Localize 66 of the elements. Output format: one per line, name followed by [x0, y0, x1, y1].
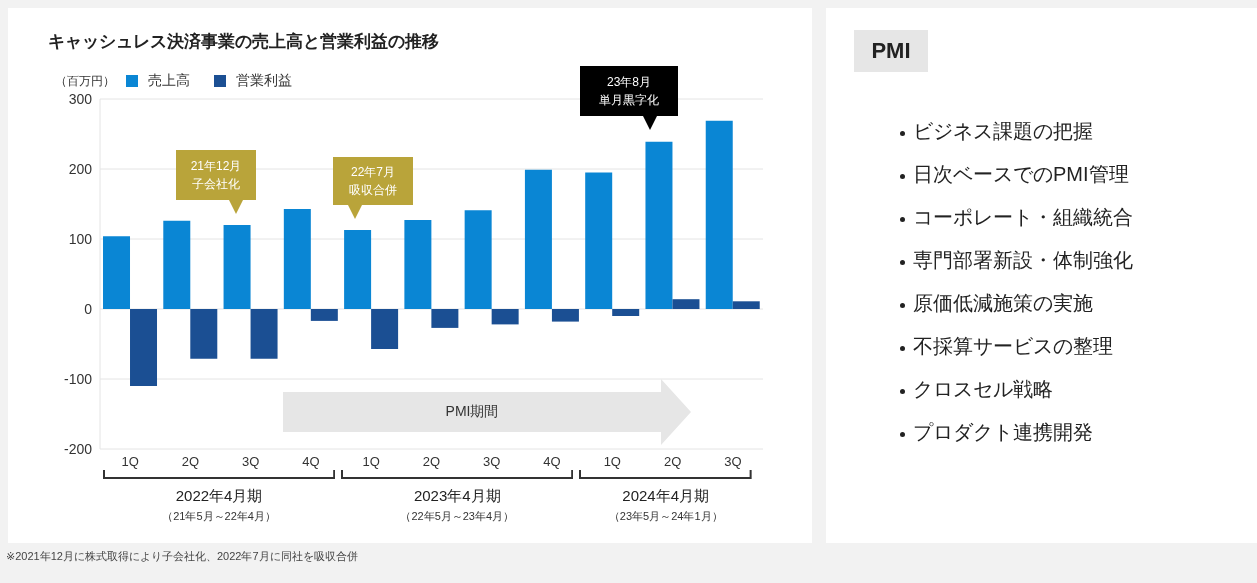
x-tick-label: 2Q	[181, 454, 200, 470]
text: （23年5月～24年1月）	[607, 509, 724, 524]
y-axis-title: （百万円）	[55, 73, 115, 90]
x-tick-label: 3Q	[242, 454, 260, 470]
bar	[371, 309, 399, 349]
text: コーポレート・組織統合	[913, 205, 1133, 230]
bar	[705, 120, 733, 309]
x-tick-label: 2Q	[663, 454, 682, 470]
legend-label: 売上高	[148, 72, 190, 90]
y-tick-label: -100	[63, 370, 93, 387]
bar	[431, 309, 459, 328]
bar	[130, 309, 158, 386]
bar	[250, 309, 278, 359]
y-tick-label: -200	[63, 440, 93, 457]
bar	[645, 141, 673, 309]
bar	[344, 229, 372, 309]
annotation: 22年7月	[350, 164, 396, 181]
y-tick-label: 200	[68, 160, 93, 177]
text: PMI	[854, 30, 928, 72]
bar	[732, 301, 760, 309]
annotation: 吸収合併	[349, 182, 397, 199]
text: プロダクト連携開発	[913, 420, 1093, 445]
text: 専門部署新設・体制強化	[913, 248, 1133, 273]
chart-title: キャッシュレス決済事業の売上高と営業利益の推移	[48, 31, 439, 53]
bar	[464, 210, 492, 309]
x-tick-label: 1Q	[362, 454, 380, 470]
legend-label: 営業利益	[236, 72, 292, 90]
text: 原価低減施策の実施	[913, 291, 1093, 316]
text: ※2021年12月に株式取得により子会社化、2022年7月に同社を吸収合併	[6, 549, 358, 564]
annotation: 単月黒字化	[599, 92, 659, 109]
bar	[283, 208, 311, 309]
text: 2024年4月期	[621, 487, 711, 506]
text: クロスセル戦略	[913, 377, 1053, 402]
bar	[103, 236, 131, 309]
y-tick-label: 100	[68, 230, 93, 247]
text: 2023年4月期	[412, 487, 502, 506]
text: 2022年4月期	[174, 487, 264, 506]
text: ビジネス課題の把握	[913, 119, 1093, 144]
annotation: 21年12月	[190, 158, 242, 175]
bar	[672, 299, 700, 309]
y-tick-label: 300	[68, 90, 93, 107]
text: 不採算サービスの整理	[913, 334, 1113, 359]
bar	[190, 309, 218, 359]
text: （21年5月～22年4月）	[161, 509, 277, 524]
bar	[524, 169, 552, 309]
bar	[612, 309, 640, 316]
x-tick-label: 1Q	[603, 454, 621, 470]
annotation: 子会社化	[192, 176, 240, 193]
x-tick-label: 1Q	[121, 454, 139, 470]
bar	[491, 309, 519, 325]
bar	[163, 220, 191, 309]
x-tick-label: 2Q	[422, 454, 441, 470]
text: （22年5月～23年4月）	[399, 509, 516, 524]
annotation: PMI期間	[444, 402, 500, 421]
text: 23年8月	[606, 74, 652, 91]
x-tick-label: 3Q	[724, 454, 742, 470]
x-tick-label: 3Q	[483, 454, 501, 470]
bar	[551, 309, 579, 322]
x-tick-label: 4Q	[543, 454, 561, 470]
text: 日次ベースでのPMI管理	[913, 162, 1129, 187]
y-tick-label: 0	[84, 300, 93, 317]
x-tick-label: 4Q	[302, 454, 320, 470]
bar	[585, 172, 613, 309]
bar	[223, 225, 251, 309]
bar	[310, 309, 338, 321]
bar	[404, 220, 432, 309]
